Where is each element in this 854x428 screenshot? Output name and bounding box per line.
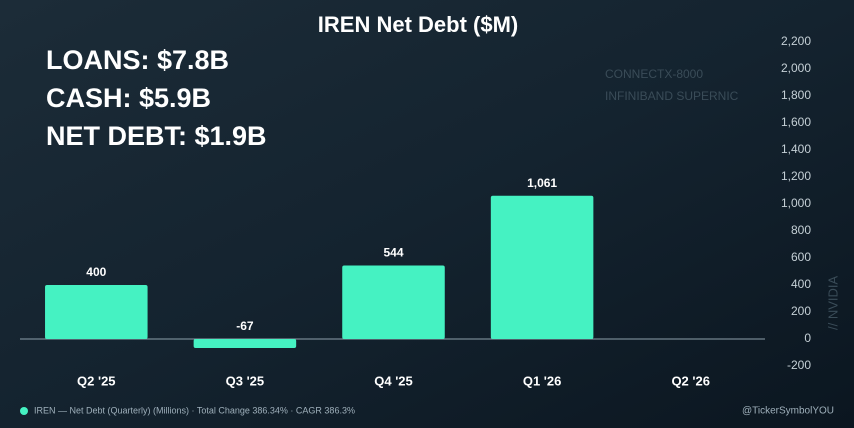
y-tick-label: 1,400 [781, 142, 811, 156]
annotation: LOANS: $7.8B [46, 45, 229, 75]
y-tick-label: 800 [791, 223, 811, 237]
x-tick-label: Q1 '26 [523, 373, 562, 388]
y-tick-label: 200 [791, 304, 811, 318]
y-tick-label: 1,800 [781, 88, 811, 102]
y-tick-label: 1,600 [781, 115, 811, 129]
y-tick-label: 1,000 [781, 196, 811, 210]
annotation: CASH: $5.9B [46, 83, 211, 113]
background-text: INFINIBAND SUPERNIC [605, 89, 739, 103]
data-label: 1,061 [527, 176, 557, 190]
chart-title: IREN Net Debt ($M) [318, 12, 518, 37]
y-tick-label: 400 [791, 277, 811, 291]
bar [193, 339, 297, 349]
watermark: @TickerSymbolYOU [742, 406, 834, 417]
x-tick-label: Q2 '26 [671, 373, 710, 388]
y-tick-label: 2,000 [781, 61, 811, 75]
y-tick-label: 2,200 [781, 34, 811, 48]
y-tick-label: -200 [787, 358, 811, 372]
y-tick-label: 1,200 [781, 169, 811, 183]
x-tick-label: Q3 '25 [226, 373, 265, 388]
x-tick-label: Q4 '25 [374, 373, 413, 388]
data-label: -67 [236, 319, 254, 333]
x-tick-label: Q2 '25 [77, 373, 116, 388]
background-text: CONNECTX-8000 [605, 67, 703, 81]
data-label: 544 [383, 246, 403, 260]
data-label: 400 [86, 265, 106, 279]
legend-text: IREN — Net Debt (Quarterly) (Millions) ·… [34, 405, 355, 415]
bar [490, 195, 594, 339]
bar [45, 285, 148, 339]
y-tick-label: 600 [791, 250, 811, 264]
annotation: NET DEBT: $1.9B [46, 121, 267, 151]
y-tick-label: 0 [804, 331, 811, 345]
legend-swatch [20, 407, 28, 415]
background-text: // NVIDIA [825, 275, 840, 330]
bar [342, 265, 445, 339]
